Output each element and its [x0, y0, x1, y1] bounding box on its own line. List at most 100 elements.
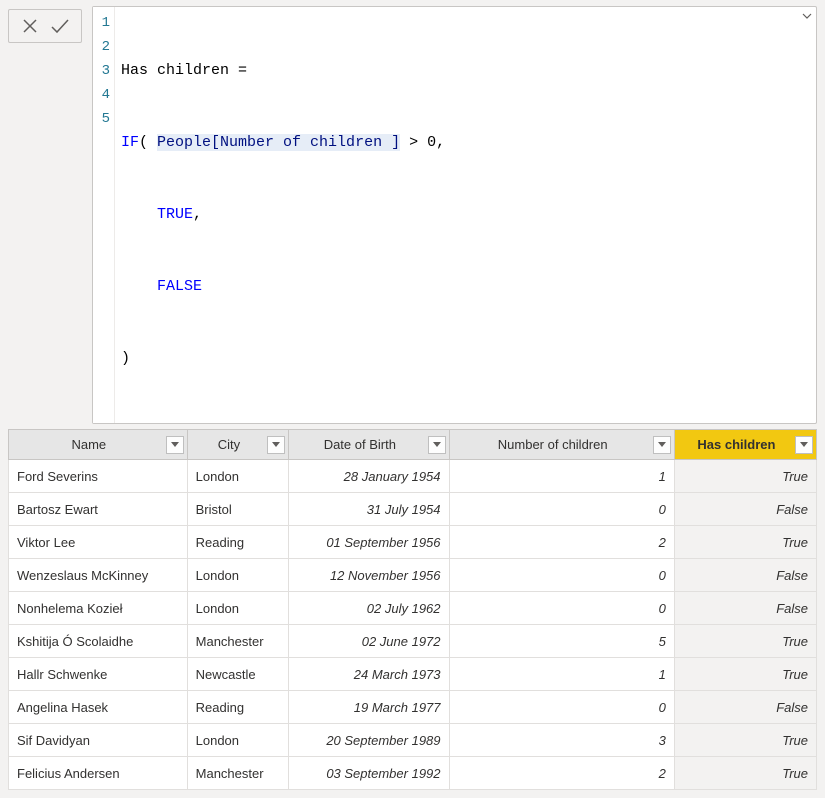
formula-action-group — [8, 9, 82, 43]
chevron-down-icon[interactable] — [802, 11, 812, 24]
cell-dob[interactable]: 19 March 1977 — [289, 691, 449, 724]
column-header[interactable]: Number of children — [449, 430, 674, 460]
filter-button[interactable] — [267, 436, 285, 454]
data-table: NameCityDate of BirthNumber of childrenH… — [8, 429, 817, 790]
cancel-button[interactable] — [15, 14, 45, 38]
cell-has-children[interactable]: False — [674, 493, 816, 526]
line-number-gutter: 1 2 3 4 5 — [93, 7, 115, 423]
cell-has-children[interactable]: True — [674, 460, 816, 493]
cell-dob[interactable]: 24 March 1973 — [289, 658, 449, 691]
column-header[interactable]: City — [187, 430, 289, 460]
token-punc: , — [193, 206, 202, 223]
filter-button[interactable] — [795, 436, 813, 454]
cell-has-children[interactable]: True — [674, 757, 816, 790]
cell-dob[interactable]: 02 July 1962 — [289, 592, 449, 625]
dropdown-icon — [799, 440, 809, 450]
filter-button[interactable] — [428, 436, 446, 454]
cell-city[interactable]: Reading — [187, 691, 289, 724]
cell-name[interactable]: Nonhelema Kozieł — [9, 592, 188, 625]
code-line: ) — [121, 347, 810, 371]
line-number: 5 — [93, 107, 114, 131]
table-row[interactable]: Felicius AndersenManchester03 September … — [9, 757, 817, 790]
token-keyword: TRUE — [157, 206, 193, 223]
table-row[interactable]: Hallr SchwenkeNewcastle24 March 19731Tru… — [9, 658, 817, 691]
cell-number-of-children[interactable]: 0 — [449, 559, 674, 592]
cell-city[interactable]: Reading — [187, 526, 289, 559]
token-punc: ) — [121, 350, 130, 367]
cell-has-children[interactable]: True — [674, 658, 816, 691]
cell-name[interactable]: Felicius Andersen — [9, 757, 188, 790]
token-op: > 0, — [400, 134, 445, 151]
cell-dob[interactable]: 02 June 1972 — [289, 625, 449, 658]
commit-button[interactable] — [45, 14, 75, 38]
dropdown-icon — [657, 440, 667, 450]
token-keyword: IF — [121, 134, 139, 151]
cell-number-of-children[interactable]: 2 — [449, 526, 674, 559]
filter-button[interactable] — [653, 436, 671, 454]
line-number: 1 — [93, 11, 114, 35]
code-line: FALSE — [121, 275, 810, 299]
formula-editor[interactable]: 1 2 3 4 5 Has children = IF( People[Numb… — [92, 6, 817, 424]
cell-has-children[interactable]: False — [674, 691, 816, 724]
x-icon — [21, 17, 39, 35]
cell-number-of-children[interactable]: 0 — [449, 691, 674, 724]
cell-number-of-children[interactable]: 1 — [449, 460, 674, 493]
cell-dob[interactable]: 12 November 1956 — [289, 559, 449, 592]
table-row[interactable]: Wenzeslaus McKinneyLondon12 November 195… — [9, 559, 817, 592]
cell-dob[interactable]: 20 September 1989 — [289, 724, 449, 757]
cell-city[interactable]: London — [187, 460, 289, 493]
cell-dob[interactable]: 03 September 1992 — [289, 757, 449, 790]
cell-city[interactable]: Manchester — [187, 625, 289, 658]
cell-name[interactable]: Bartosz Ewart — [9, 493, 188, 526]
column-header-label: City — [194, 437, 265, 452]
cell-number-of-children[interactable]: 3 — [449, 724, 674, 757]
cell-name[interactable]: Wenzeslaus McKinney — [9, 559, 188, 592]
cell-number-of-children[interactable]: 0 — [449, 592, 674, 625]
cell-name[interactable]: Sif Davidyan — [9, 724, 188, 757]
cell-number-of-children[interactable]: 1 — [449, 658, 674, 691]
cell-has-children[interactable]: True — [674, 724, 816, 757]
table-row[interactable]: Nonhelema KoziełLondon02 July 19620False — [9, 592, 817, 625]
cell-has-children[interactable]: False — [674, 592, 816, 625]
cell-number-of-children[interactable]: 2 — [449, 757, 674, 790]
cell-name[interactable]: Angelina Hasek — [9, 691, 188, 724]
token-punc: ( — [139, 134, 157, 151]
dropdown-icon — [271, 440, 281, 450]
column-header[interactable]: Date of Birth — [289, 430, 449, 460]
header-row: Name City Date of Birth Number of childrenH… — [9, 430, 817, 460]
cell-city[interactable]: London — [187, 592, 289, 625]
cell-city[interactable]: Bristol — [187, 493, 289, 526]
filter-button[interactable] — [166, 436, 184, 454]
cell-dob[interactable]: 31 July 1954 — [289, 493, 449, 526]
table-row[interactable]: Sif DavidyanLondon20 September 19893True — [9, 724, 817, 757]
cell-city[interactable]: Manchester — [187, 757, 289, 790]
cell-city[interactable]: London — [187, 724, 289, 757]
table-row[interactable]: Bartosz EwartBristol31 July 19540False — [9, 493, 817, 526]
cell-name[interactable]: Ford Severins — [9, 460, 188, 493]
table-row[interactable]: Ford SeverinsLondon28 January 19541True — [9, 460, 817, 493]
cell-dob[interactable]: 01 September 1956 — [289, 526, 449, 559]
table-row[interactable]: Kshitija Ó ScolaidheManchester02 June 19… — [9, 625, 817, 658]
cell-dob[interactable]: 28 January 1954 — [289, 460, 449, 493]
cell-city[interactable]: Newcastle — [187, 658, 289, 691]
table-row[interactable]: Viktor LeeReading01 September 19562True — [9, 526, 817, 559]
cell-name[interactable]: Kshitija Ó Scolaidhe — [9, 625, 188, 658]
cell-number-of-children[interactable]: 5 — [449, 625, 674, 658]
code-line: Has children = — [121, 59, 810, 83]
code-area[interactable]: Has children = IF( People[Number of chil… — [115, 7, 816, 423]
cell-number-of-children[interactable]: 0 — [449, 493, 674, 526]
cell-has-children[interactable]: True — [674, 526, 816, 559]
column-header[interactable]: Has children — [674, 430, 816, 460]
line-number: 3 — [93, 59, 114, 83]
cell-has-children[interactable]: True — [674, 625, 816, 658]
formula-bar: 1 2 3 4 5 Has children = IF( People[Numb… — [0, 0, 825, 427]
line-number: 2 — [93, 35, 114, 59]
cell-has-children[interactable]: False — [674, 559, 816, 592]
token-column-ref: People[Number of children ] — [157, 134, 400, 151]
column-header[interactable]: Name — [9, 430, 188, 460]
table-row[interactable]: Angelina HasekReading19 March 19770False — [9, 691, 817, 724]
column-header-label: Date of Birth — [295, 437, 424, 452]
cell-city[interactable]: London — [187, 559, 289, 592]
cell-name[interactable]: Hallr Schwenke — [9, 658, 188, 691]
cell-name[interactable]: Viktor Lee — [9, 526, 188, 559]
